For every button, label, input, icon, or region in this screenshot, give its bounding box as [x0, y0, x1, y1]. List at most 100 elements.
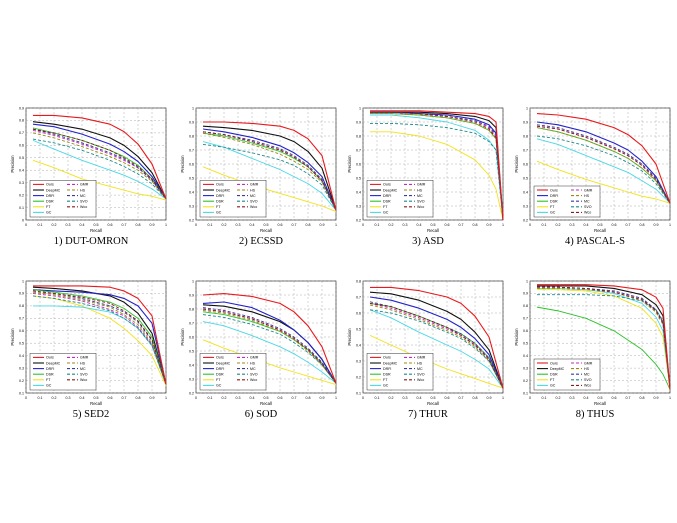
x-tick-label: 0 [362, 396, 364, 400]
y-tick-label: 0.3 [523, 366, 528, 370]
legend-label: GMR [584, 188, 593, 192]
legend-label: DRFI [383, 367, 391, 371]
x-tick-label: 0.9 [150, 223, 155, 227]
series-line-drfi [202, 301, 337, 384]
legend-label: DeepMC [216, 188, 231, 192]
y-tick-label: 0.4 [356, 190, 361, 194]
x-tick-label: 0.5 [264, 396, 269, 400]
legend-label: HS [250, 188, 256, 192]
y-tick-label: 0.4 [523, 354, 528, 358]
legend-label: DRFI [550, 194, 558, 198]
x-tick-label: 0.2 [556, 223, 561, 227]
series-line-gc [32, 139, 167, 200]
legend-label: MC [584, 373, 590, 377]
series-line-ours [33, 285, 167, 385]
x-tick-label: 0 [529, 396, 531, 400]
legend-label: Wco [584, 384, 591, 388]
x-tick-label: 0.9 [487, 396, 492, 400]
series-line-gc [369, 309, 504, 389]
series-line-hs [537, 288, 671, 390]
x-tick-label: 0.1 [208, 396, 213, 400]
x-tick-label: 0.9 [654, 396, 659, 400]
x-tick-label: 0.6 [445, 223, 450, 227]
legend-label: SVO [417, 200, 425, 204]
y-tick-label: 0.2 [356, 218, 361, 222]
y-tick-label: 0.5 [523, 342, 528, 346]
pr-curve-chart: 0 0.1 0.2 0.3 0.4 0.5 0.6 0.7 0.8 0.9 1 0.2 0.3 0.4 0.… [180, 279, 337, 406]
x-tick-label: 0.4 [584, 223, 589, 227]
y-tick-label: 0.2 [523, 218, 528, 222]
legend-label: Ours [46, 183, 54, 187]
legend-box [366, 180, 434, 218]
y-tick-label: 0.8 [356, 279, 361, 283]
x-tick-label: 0.2 [556, 396, 561, 400]
legend-label: GC [383, 384, 389, 388]
legend-label: FT [46, 205, 51, 209]
y-tick-label: 0.4 [19, 169, 24, 173]
chart-caption: 7) THUR [408, 409, 448, 420]
series-line-wco [32, 128, 167, 200]
legend-label: GC [216, 384, 222, 388]
chart-caption: 5) SED2 [72, 409, 110, 420]
y-tick-label: 0.7 [523, 148, 528, 152]
series-line-wco [202, 308, 337, 384]
legend-label: Wco [417, 205, 424, 209]
y-tick-label: 0.9 [189, 293, 194, 297]
series-line-drfi [536, 121, 671, 204]
x-tick-label: 0.1 [542, 223, 547, 227]
x-tick-label: 0.7 [459, 396, 464, 400]
x-tick-label: 0.5 [431, 223, 436, 227]
series-line-hs [32, 132, 167, 200]
x-tick-label: 0.6 [108, 396, 113, 400]
legend-label: HS [250, 361, 256, 365]
legend-box [29, 180, 97, 218]
series-line-gc [202, 321, 337, 384]
legend-label: MC [80, 367, 86, 371]
y-tick-label: 0.6 [523, 162, 528, 166]
y-tick-label: 0.9 [189, 120, 194, 124]
series-line-drfi [369, 296, 504, 389]
chart-caption: 2) ECSSD [238, 236, 284, 247]
legend-label: GC [383, 211, 389, 215]
series-line-dsr [536, 306, 671, 390]
series-line-gc [536, 138, 671, 204]
y-tick-label: 0.2 [19, 193, 24, 197]
x-tick-label: 1 [335, 223, 337, 227]
legend-label: Ours [383, 356, 391, 360]
series-line-deepmc [202, 125, 337, 211]
x-tick-label: 1 [669, 396, 671, 400]
legend-label: FT [216, 378, 221, 382]
x-tick-label: 0.3 [236, 223, 241, 227]
legend-label: SVO [417, 373, 425, 377]
legend-label: GMR [250, 356, 259, 360]
pr-curve-chart: 0 0.1 0.2 0.3 0.4 0.5 0.6 0.7 0.8 0.9 1 0 0.1 0.2 0.3 0… [10, 106, 167, 233]
y-tick-label: 0.8 [523, 304, 528, 308]
legend-label: DeepMC [383, 361, 398, 365]
y-tick-label: 0.7 [356, 295, 361, 299]
legend-label: Wco [80, 378, 87, 382]
x-tick-label: 0.1 [38, 396, 43, 400]
y-tick-label: 0.9 [523, 292, 528, 296]
y-tick-label: 0.4 [19, 354, 24, 358]
x-tick-label: 0.6 [108, 223, 113, 227]
y-tick-label: 0.8 [523, 134, 528, 138]
y-tick-label: 0.1 [356, 391, 361, 395]
y-tick-label: 0.2 [189, 218, 194, 222]
legend-label: GC [216, 211, 222, 215]
x-axis-label: Recall [427, 228, 439, 233]
y-tick-label: 0.8 [19, 119, 24, 123]
legend-label: MC [250, 194, 256, 198]
y-tick-label: 0.5 [19, 156, 24, 160]
x-tick-label: 0.2 [52, 223, 57, 227]
legend-label: DRFI [216, 194, 224, 198]
y-tick-label: 0.9 [523, 120, 528, 124]
pr-curve-chart: 0 0.1 0.2 0.3 0.4 0.5 0.6 0.7 0.8 0.9 10.10.20.30.… [514, 279, 671, 406]
legend-label: DRFI [216, 367, 224, 371]
series-line-ours [202, 293, 337, 384]
series-line-hs [32, 291, 167, 385]
legend-label: SVO [80, 373, 88, 377]
series-line-drfi [32, 123, 167, 200]
series-line-gmr [32, 292, 167, 385]
chart-panel: 0 0.1 0.2 0.3 0.4 0.5 0.6 0.7 0.8 0.9 1 0 0.1 0.2 0.3 0… [6, 102, 176, 302]
x-tick-label: 0.2 [222, 396, 227, 400]
